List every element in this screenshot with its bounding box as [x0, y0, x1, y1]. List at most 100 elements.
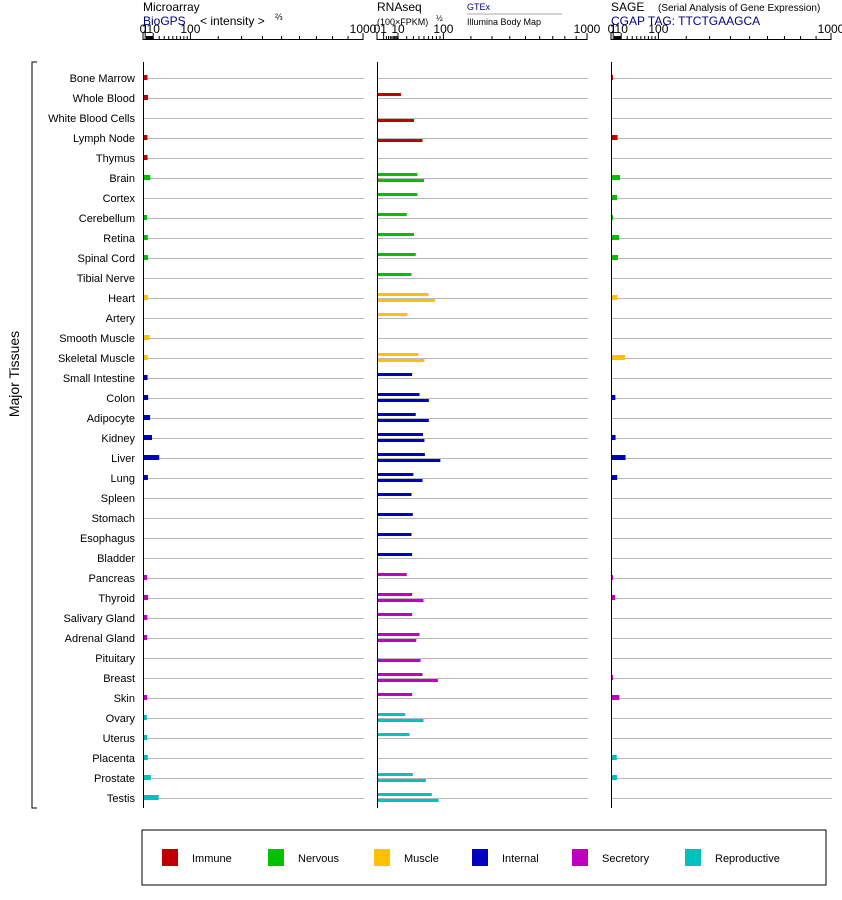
tissue-label: Small Intestine	[63, 373, 135, 385]
legend-item-muscle: Muscle	[374, 849, 439, 866]
microarray-bar	[143, 215, 148, 220]
rnaseq-gtex-bar	[377, 453, 425, 456]
legend: Immune Nervous Muscle Internal Secretory Repr…	[162, 849, 780, 866]
rnaseq-illumina-bar	[377, 419, 429, 422]
tissue-label: Artery	[106, 313, 136, 325]
rnaseq-gtex-bar	[377, 233, 414, 236]
sage-bar	[611, 695, 620, 700]
sage-tick-label: 100	[648, 22, 668, 36]
legend-item-secretory: Secretory	[572, 849, 650, 866]
tissue-label: Lymph Node	[73, 133, 135, 145]
tissue-label: Cerebellum	[79, 213, 135, 225]
microarray-tick-label: 10	[147, 22, 161, 36]
rnaseq-gtex-bar	[377, 473, 414, 476]
sage-bar	[611, 755, 617, 760]
rnaseq-tick-label: 100	[433, 22, 453, 36]
rnaseq-tick-label: 1	[380, 22, 387, 36]
microarray-bar	[143, 595, 149, 600]
tissue-label: Skin	[114, 693, 135, 705]
rnaseq-gtex-bar	[377, 613, 413, 616]
microarray-unit-label: < intensity >	[200, 14, 265, 28]
legend-swatch	[472, 849, 488, 866]
rnaseq-gtex-bar	[377, 393, 420, 396]
tissue-label: Whole Blood	[73, 93, 135, 105]
rnaseq-gtex-bar	[377, 633, 420, 636]
microarray-bar	[143, 755, 148, 760]
microarray-unit-exponent: ⅔	[275, 12, 283, 22]
sage-bar	[611, 295, 618, 300]
microarray-bar	[143, 295, 148, 300]
tissue-label: Brain	[109, 173, 135, 185]
rnaseq-tick-label: 0	[374, 22, 381, 36]
rnaseq-illumina-bar	[377, 779, 426, 782]
tissue-group-bracket	[31, 61, 37, 809]
microarray-source-link[interactable]: BioGPS	[143, 14, 186, 28]
rnaseq-gtex-bar	[377, 293, 429, 296]
rnaseq-tick-label: 10	[391, 22, 405, 36]
rnaseq-gtex-bar	[377, 173, 418, 176]
rnaseq-tick-label: 1000	[574, 22, 601, 36]
rnaseq-gtex-bar	[377, 593, 413, 596]
tissue-label: Retina	[103, 233, 136, 245]
microarray-bar	[143, 735, 148, 740]
sage-tick-label: 1	[610, 22, 617, 36]
tissue-label: Testis	[107, 793, 136, 805]
microarray-bar	[143, 455, 160, 460]
microarray-bar	[143, 175, 151, 180]
sage-bar	[611, 595, 616, 600]
rnaseq-gtex-bar	[377, 353, 419, 356]
legend-item-nervous: Nervous	[268, 849, 339, 866]
microarray-bar	[143, 475, 148, 480]
legend-label: Secretory	[602, 853, 650, 865]
sage-tag-link[interactable]: CGAP TAG: TTCTGAAGCA	[611, 14, 760, 28]
legend-swatch	[162, 849, 178, 866]
rnaseq-illumina-bar	[377, 659, 421, 662]
legend-label: Internal	[502, 853, 539, 865]
tissue-label: Heart	[108, 293, 135, 305]
rnaseq-gtex-bar	[377, 433, 424, 436]
sage-subtitle: (Serial Analysis of Gene Expression)	[658, 3, 820, 14]
tissue-label: Ovary	[106, 713, 136, 725]
microarray-bar	[143, 95, 148, 100]
sage-tick-label: 10	[615, 22, 629, 36]
legend-item-reproductive: Reproductive	[685, 849, 780, 866]
rnaseq-illumina-bar	[377, 179, 424, 182]
gtex-source-link[interactable]: GTEx	[467, 2, 491, 12]
tissue-label: Spleen	[101, 493, 135, 505]
rnaseq-illumina-bar	[377, 679, 438, 682]
sage-bar	[611, 255, 619, 260]
tissue-label: Pituitary	[95, 653, 135, 665]
tissue-label: Adipocyte	[87, 413, 135, 425]
legend-label: Muscle	[404, 853, 439, 865]
rnaseq-unit-exponent: ½	[436, 14, 443, 23]
microarray-bar	[143, 615, 148, 620]
rnaseq-gtex-bar	[377, 493, 412, 496]
rnaseq-gtex-bar	[377, 413, 416, 416]
legend-label: Nervous	[298, 853, 339, 865]
rnaseq-gtex-bar	[377, 533, 412, 536]
rnaseq-illumina-bar	[377, 799, 439, 802]
tissue-label: Breast	[103, 673, 135, 685]
rnaseq-gtex-bar	[377, 553, 413, 556]
tissue-label: Stomach	[92, 513, 135, 525]
tissue-label: Colon	[106, 393, 135, 405]
rnaseq-gtex-bar	[377, 253, 416, 256]
microarray-tick-label: 0	[140, 22, 147, 36]
microarray-bar	[143, 695, 148, 700]
tissue-label: Kidney	[101, 433, 135, 445]
microarray-bar	[143, 435, 153, 440]
rnaseq-gtex-bar	[377, 693, 413, 696]
sage-bar	[611, 175, 621, 180]
rnaseq-gtex-bar	[377, 193, 418, 196]
legend-item-internal: Internal	[472, 849, 539, 866]
legend-label: Reproductive	[715, 853, 780, 865]
microarray-bar	[143, 415, 151, 420]
microarray-bar	[143, 575, 148, 580]
tissue-label: Pancreas	[89, 573, 136, 585]
microarray-bar	[143, 75, 148, 80]
microarray-tick-label: 100	[180, 22, 200, 36]
microarray-bar	[143, 135, 148, 140]
tissue-label: Bladder	[97, 553, 135, 565]
